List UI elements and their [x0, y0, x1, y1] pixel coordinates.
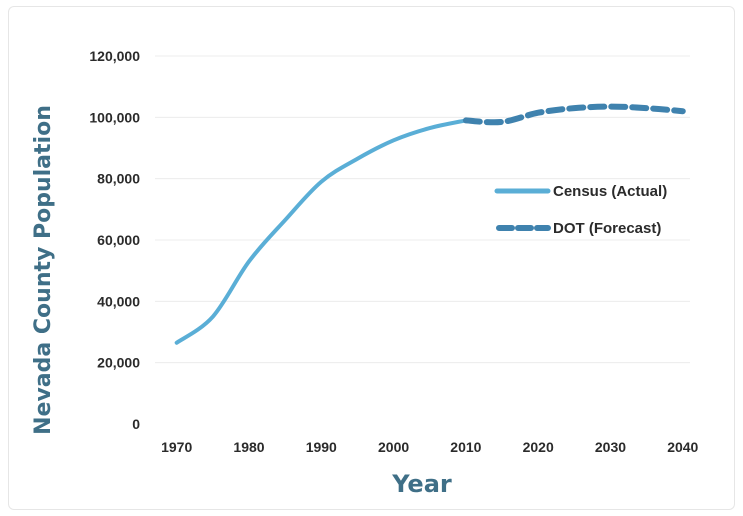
y-tick-label: 20,000: [97, 355, 140, 371]
x-axis-ticks: 1970 1980 1990 2000 2010 2020 2030 2040: [161, 439, 698, 455]
legend-label-dot: DOT (Forecast): [553, 220, 661, 237]
legend: Census (Actual) DOT (Forecast): [494, 183, 667, 237]
x-tick-label: 2040: [667, 439, 698, 455]
series-lines: [174, 103, 686, 345]
x-axis-title: Year: [391, 470, 452, 498]
x-tick-label: 2020: [523, 439, 554, 455]
forecast-series-line: [462, 103, 686, 126]
y-tick-label: 80,000: [97, 171, 140, 187]
y-tick-label: 60,000: [97, 232, 140, 248]
x-tick-label: 1990: [306, 439, 337, 455]
y-axis-title: Nevada County Population: [31, 105, 56, 435]
x-tick-label: 1980: [233, 439, 264, 455]
x-tick-label: 1970: [161, 439, 192, 455]
y-axis-ticks: 0 20,000 40,000 60,000 80,000 100,000 120,000: [89, 48, 140, 432]
y-tick-label: 0: [132, 416, 140, 432]
y-tick-label: 40,000: [97, 293, 140, 309]
census-series-line: [174, 118, 468, 345]
y-tick-label: 100,000: [89, 109, 140, 125]
x-tick-label: 2010: [450, 439, 481, 455]
x-tick-label: 2000: [378, 439, 409, 455]
x-tick-label: 2030: [595, 439, 626, 455]
legend-label-census: Census (Actual): [553, 183, 667, 200]
gridlines: [155, 55, 690, 364]
y-tick-label: 120,000: [89, 48, 140, 64]
